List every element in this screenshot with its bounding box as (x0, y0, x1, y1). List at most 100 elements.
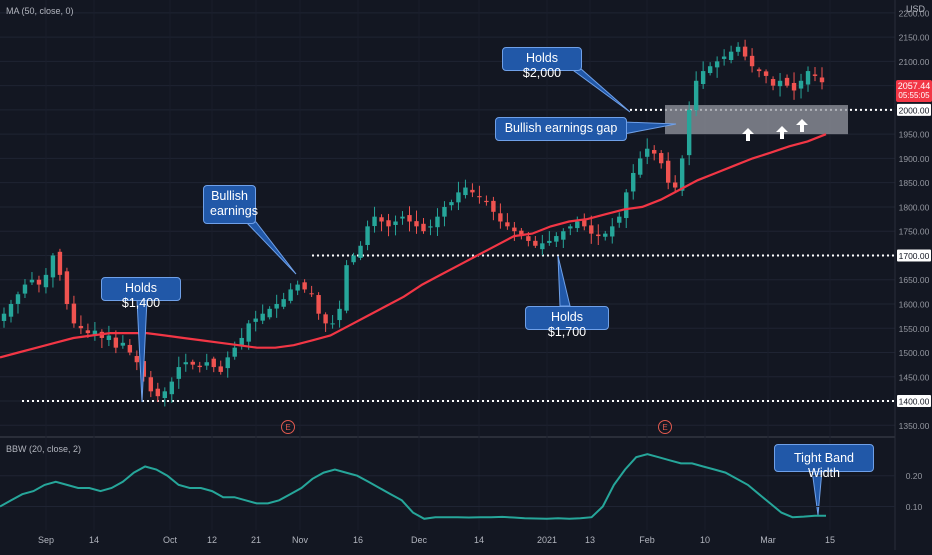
price-badge-value: 2057.44 (897, 81, 931, 91)
candle-body (449, 202, 454, 206)
candle-body (519, 230, 524, 237)
price-tick-label: 1500.00 (899, 348, 930, 358)
candle-body (540, 243, 545, 250)
price-badge: 2057.44 05:55:05 (896, 80, 932, 102)
candle-body (547, 240, 552, 243)
time-tick-label: 14 (474, 535, 484, 545)
candle-body (679, 158, 685, 191)
candle-body (267, 308, 272, 318)
candle-body (351, 255, 356, 263)
candle-body (770, 79, 776, 86)
candle-body (638, 158, 643, 175)
candle-body (554, 236, 559, 242)
candle-body (274, 303, 279, 309)
candle-body (113, 337, 119, 348)
candle-body (686, 109, 692, 156)
candle-body (784, 77, 790, 86)
ma-indicator-label[interactable]: MA (50, close, 0) (6, 6, 74, 16)
price-tick-label: 1950.00 (899, 130, 930, 140)
candle-body (260, 313, 265, 321)
candle-body (589, 225, 594, 234)
candle-body (791, 82, 797, 91)
candle-body (183, 362, 188, 365)
candle-body (652, 150, 657, 154)
price-tick-label: 1900.00 (899, 154, 930, 164)
candle-body (631, 172, 636, 192)
bbw-path (0, 453, 826, 520)
candle-body (407, 215, 412, 222)
ma50-line (0, 133, 827, 359)
time-axis[interactable]: Sep 14 Oct 12 21 Nov 16 Dec 14 2021 13 Feb 10 Mar 15 (38, 535, 835, 545)
candle-body (246, 323, 251, 342)
candle-body (127, 344, 133, 353)
candle-body (281, 299, 286, 307)
candle-body (617, 216, 622, 223)
candle-body (721, 56, 727, 59)
time-tick-label: Mar (760, 535, 776, 545)
candle-body (302, 282, 307, 290)
candle-body (665, 160, 671, 183)
time-tick-label: 13 (585, 535, 595, 545)
time-tick-label: Oct (163, 535, 178, 545)
candle-body (805, 71, 811, 85)
price-tick-label: 2150.00 (899, 33, 930, 43)
level-badge (897, 395, 931, 408)
price-tick-label: 1350.00 (899, 421, 930, 431)
candle-body (735, 46, 741, 52)
candle-body (204, 362, 209, 366)
time-tick-label: Nov (292, 535, 309, 545)
time-tick-label: Feb (639, 535, 655, 545)
callout-holds-2000: Holds $2,000 (502, 47, 582, 80)
candle-body (365, 226, 370, 245)
price-tick-label: 1650.00 (899, 275, 930, 285)
bbw-indicator-label[interactable]: BBW (20, close, 2) (6, 444, 82, 454)
time-tick-label: 2021 (537, 535, 557, 545)
bbw-tick-label: 0.20 (906, 471, 923, 481)
candle-body (714, 61, 720, 68)
price-tick-label: 1550.00 (899, 324, 930, 334)
candle-body (533, 240, 538, 246)
candle-body (819, 77, 825, 83)
candle-body (561, 231, 566, 240)
time-tick-label: Sep (38, 535, 54, 545)
price-axis[interactable]: 1350.00 1400.00 1450.00 1500.00 1550.00 1600.… (897, 8, 931, 431)
candle-body (526, 236, 531, 241)
candle-body (749, 55, 755, 67)
candle-body (386, 220, 391, 227)
candle-body (344, 265, 349, 311)
candle-body (253, 318, 258, 322)
candle-body (707, 66, 713, 74)
candle-body (414, 221, 419, 227)
time-tick-label: 16 (353, 535, 363, 545)
candle-body (763, 71, 769, 76)
arrow-up-icon (796, 119, 808, 132)
candle-body (610, 226, 615, 237)
candle-body (372, 216, 377, 227)
candle-body (162, 391, 168, 399)
candle-body (71, 303, 77, 324)
candle-body (505, 222, 510, 227)
candle-body (456, 192, 461, 203)
candle-body (29, 279, 35, 283)
candle-body (798, 80, 804, 89)
candle-body (658, 153, 664, 164)
candle-body (393, 221, 398, 225)
callout-holds-1400: Holds $1,400 (101, 277, 181, 310)
candle-body (512, 227, 517, 232)
candle-body (197, 365, 202, 368)
callout-holds-1700: Holds $1,700 (525, 306, 609, 339)
candle-body (36, 279, 42, 285)
earnings-gap-zone (665, 105, 848, 135)
candle-body (693, 80, 699, 111)
callout-bullish-earnings-line1: Bullish (211, 189, 248, 203)
candle-body (295, 284, 300, 291)
time-tick-label: 12 (207, 535, 217, 545)
price-badge-timer: 05:55:05 (898, 91, 930, 100)
price-tick-label: 2100.00 (899, 57, 930, 67)
earnings-marker (281, 420, 295, 434)
support-arrows (742, 119, 808, 141)
price-tick-label: 1600.00 (899, 299, 930, 309)
